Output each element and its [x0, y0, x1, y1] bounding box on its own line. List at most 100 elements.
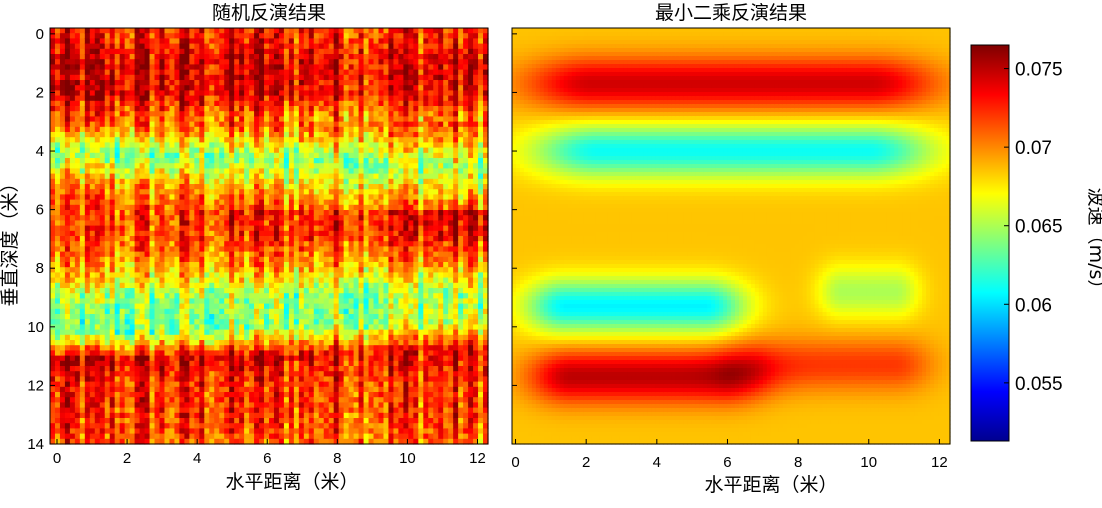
heatmap-cell [69, 33, 76, 39]
heatmap-cell [164, 392, 171, 398]
heatmap-cell [114, 360, 121, 367]
heatmap-cell [124, 334, 131, 341]
heatmap-cell [219, 303, 225, 310]
heatmap-cell [288, 142, 295, 149]
heatmap-cell [264, 121, 270, 128]
heatmap-cell [298, 324, 305, 331]
heatmap-cell [119, 147, 126, 154]
heatmap-cell [74, 178, 81, 185]
heatmap-cell [313, 314, 320, 320]
heatmap-cell [54, 74, 61, 81]
heatmap-cell [348, 262, 355, 268]
heatmap-cell [134, 241, 141, 247]
heatmap-cell [219, 204, 225, 211]
heatmap-cell [84, 116, 91, 123]
heatmap-cell [278, 95, 285, 102]
heatmap-cell [179, 381, 185, 388]
heatmap-cell [328, 262, 335, 268]
heatmap-cell [59, 111, 66, 117]
heatmap-cell [239, 371, 245, 377]
heatmap-cell [348, 251, 355, 258]
heatmap-cell [204, 210, 210, 216]
heatmap-cell [288, 69, 295, 76]
heatmap-cell [139, 402, 146, 409]
heatmap-cell [189, 225, 195, 232]
heatmap-cell [124, 319, 131, 325]
heatmap-cell [343, 340, 350, 346]
heatmap-cell [94, 267, 101, 273]
heatmap-cell [144, 423, 151, 429]
heatmap-cell [169, 121, 176, 128]
heatmap-cell [99, 319, 106, 325]
heatmap-cell [109, 397, 116, 403]
heatmap-cell [244, 246, 250, 253]
heatmap-cell [219, 438, 225, 445]
heatmap-cell [204, 381, 210, 388]
heatmap-cell [264, 64, 270, 71]
heatmap-cell [318, 246, 325, 253]
heatmap-cell [64, 215, 71, 221]
heatmap-cell [254, 308, 260, 315]
heatmap-cell [269, 220, 275, 227]
heatmap-cell [249, 386, 255, 393]
heatmap-cell [259, 54, 265, 60]
heatmap-cell [209, 282, 215, 289]
heatmap-cell [109, 225, 116, 232]
heatmap-cell [249, 184, 255, 190]
heatmap-cell [184, 433, 190, 440]
heatmap-cell [199, 194, 205, 201]
heatmap-cell [254, 298, 260, 305]
heatmap-cell [114, 95, 121, 102]
heatmap-cell [114, 220, 121, 227]
heatmap-cell [124, 199, 131, 206]
heatmap-cell [89, 428, 96, 435]
heatmap-cell [278, 43, 285, 50]
heatmap-cell [129, 100, 136, 107]
heatmap-cell [74, 376, 81, 383]
heatmap-cell [164, 48, 171, 55]
heatmap-cell [358, 59, 365, 65]
heatmap-cell [104, 288, 111, 294]
heatmap-cell [288, 319, 295, 325]
heatmap-cell [179, 204, 185, 211]
heatmap-cell [139, 220, 146, 227]
heatmap-cell [308, 28, 315, 34]
heatmap-cell [323, 371, 330, 377]
heatmap-cell [69, 173, 76, 180]
heatmap-cell [154, 428, 161, 435]
heatmap-cell [244, 340, 250, 346]
heatmap-cell [224, 418, 230, 424]
heatmap-cell [194, 225, 200, 232]
heatmap-cell [303, 90, 310, 97]
heatmap-cell [278, 376, 285, 383]
heatmap-cell [159, 277, 166, 284]
heatmap-cell [288, 116, 295, 123]
heatmap-cell [199, 43, 205, 50]
heatmap-cell [273, 282, 280, 289]
heatmap-cell [94, 38, 101, 45]
heatmap-cell [144, 355, 151, 362]
heatmap-cell [264, 111, 270, 117]
heatmap-cell [214, 230, 220, 237]
heatmap-cell [318, 418, 325, 424]
heatmap-cell [104, 246, 111, 253]
heatmap-cell [154, 329, 161, 336]
heatmap-cell [84, 38, 91, 45]
heatmap-cell [64, 360, 71, 367]
heatmap-cell [328, 360, 335, 367]
heatmap-cell [69, 64, 76, 71]
heatmap-cell [134, 381, 141, 388]
heatmap-cell [74, 319, 81, 325]
heatmap-cell [318, 220, 325, 227]
heatmap-cell [293, 59, 300, 65]
heatmap-cell [64, 147, 71, 154]
heatmap-cell [159, 407, 166, 414]
heatmap-cell [74, 116, 81, 123]
heatmap-cell [134, 246, 141, 253]
heatmap-cell [94, 111, 101, 117]
heatmap-cell [129, 33, 136, 39]
heatmap-cell [69, 397, 76, 403]
heatmap-cell [209, 366, 215, 372]
heatmap-cell [74, 225, 81, 232]
heatmap-cell [224, 386, 230, 393]
